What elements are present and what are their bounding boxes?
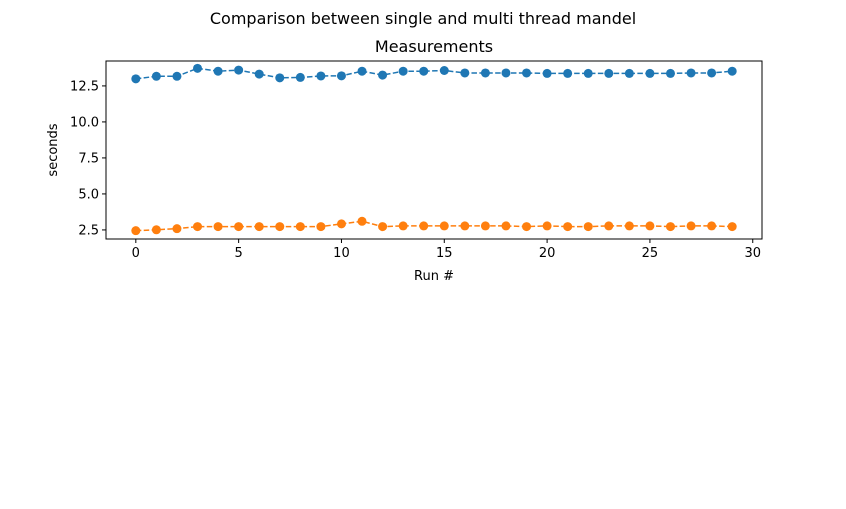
data-point	[213, 222, 223, 232]
x-tick-label: 30	[744, 246, 761, 261]
data-point	[398, 66, 408, 76]
data-point	[460, 68, 470, 78]
x-tick-label: 0	[132, 246, 140, 261]
y-tick-label: 5.0	[78, 187, 99, 202]
data-point	[563, 222, 573, 232]
data-point	[583, 222, 593, 232]
data-point	[645, 221, 655, 231]
data-point	[336, 71, 346, 81]
x-tick-label: 25	[642, 246, 659, 261]
data-point	[542, 68, 552, 78]
data-point	[131, 226, 141, 236]
plot-area	[131, 63, 737, 236]
series-2	[131, 216, 737, 236]
data-point	[275, 222, 285, 232]
data-point	[501, 221, 511, 231]
x-axis: 0 5 10 15 20 25 30	[132, 239, 761, 261]
x-tick-label: 5	[234, 246, 242, 261]
data-point	[686, 221, 696, 231]
data-point	[522, 222, 532, 232]
data-point	[686, 68, 696, 78]
data-point	[172, 224, 182, 234]
data-point	[254, 69, 264, 79]
data-point	[419, 221, 429, 231]
y-axis-label: seconds	[46, 123, 61, 176]
data-point	[707, 221, 717, 231]
data-point	[665, 222, 675, 232]
data-point	[131, 74, 141, 84]
data-point	[419, 66, 429, 76]
data-point	[480, 68, 490, 78]
data-point	[707, 68, 717, 78]
data-point	[151, 225, 161, 235]
x-tick-label: 20	[539, 246, 556, 261]
data-point	[665, 68, 675, 78]
data-point	[295, 72, 305, 82]
data-point	[624, 68, 634, 78]
data-point	[213, 66, 223, 76]
y-tick-label: 12.5	[70, 79, 99, 94]
data-point	[234, 222, 244, 232]
data-point	[624, 221, 634, 231]
data-point	[378, 70, 388, 80]
data-point	[275, 73, 285, 83]
data-point	[439, 221, 449, 231]
data-point	[727, 66, 737, 76]
y-tick-label: 10.0	[70, 115, 99, 130]
data-point	[398, 221, 408, 231]
series-1	[131, 63, 737, 84]
data-point	[501, 68, 511, 78]
data-point	[336, 219, 346, 229]
y-axis: 2.5 5.0 7.5 10.0 12.5	[70, 79, 106, 238]
figure-suptitle: Comparison between single and multi thre…	[210, 9, 636, 28]
data-point	[234, 65, 244, 75]
y-tick-label: 2.5	[78, 223, 99, 238]
data-point	[563, 68, 573, 78]
axes-frame	[105, 60, 763, 240]
data-point	[316, 222, 326, 232]
data-point	[460, 221, 470, 231]
data-point	[542, 221, 552, 231]
data-point	[151, 71, 161, 81]
data-point	[254, 222, 264, 232]
data-point	[604, 68, 614, 78]
data-point	[480, 221, 490, 231]
data-point	[193, 63, 203, 73]
data-point	[357, 216, 367, 226]
data-point	[295, 222, 305, 232]
x-axis-label: Run #	[414, 269, 454, 284]
y-tick-label: 7.5	[78, 151, 99, 166]
data-point	[727, 222, 737, 232]
data-point	[645, 68, 655, 78]
x-tick-label: 15	[436, 246, 453, 261]
chart-title: Measurements	[375, 37, 493, 56]
data-point	[357, 66, 367, 76]
data-point	[439, 66, 449, 76]
data-point	[172, 71, 182, 81]
data-point	[583, 68, 593, 78]
x-tick-label: 10	[333, 246, 350, 261]
data-point	[604, 221, 614, 231]
data-point	[193, 222, 203, 232]
data-point	[316, 71, 326, 81]
data-point	[522, 68, 532, 78]
data-point	[378, 222, 388, 232]
